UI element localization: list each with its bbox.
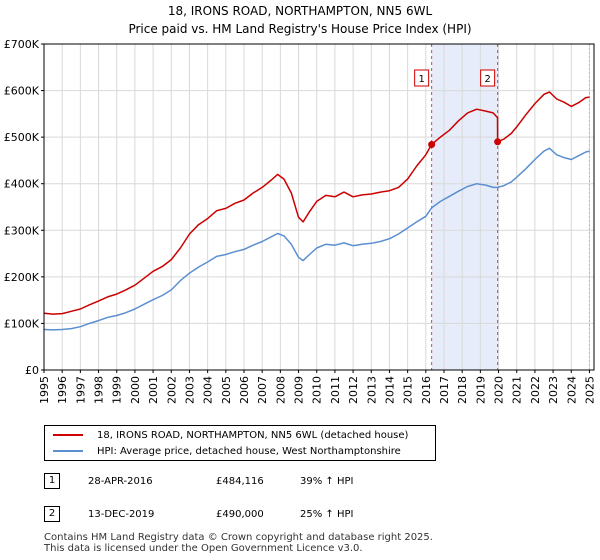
x-tick-label: 2003 <box>183 376 196 404</box>
x-tick-label: 2000 <box>129 376 142 404</box>
x-tick-label: 2020 <box>493 376 506 404</box>
y-tick-label: £0 <box>25 364 39 377</box>
x-tick-label: 2006 <box>238 376 251 404</box>
legend-item-hpi: HPI: Average price, detached house, West… <box>53 444 401 460</box>
x-tick-label: 2013 <box>365 376 378 404</box>
x-tick-label: 2024 <box>565 376 578 404</box>
x-tick-label: 1999 <box>111 376 124 404</box>
chart-subtitle: Price paid vs. HM Land Registry's House … <box>128 22 472 36</box>
x-tick-label: 1995 <box>38 376 51 404</box>
y-tick-label: £700K <box>4 38 40 51</box>
y-tick-label: £100K <box>4 317 40 330</box>
sale-marker-label: 1 <box>44 473 60 489</box>
x-tick-label: 2012 <box>347 376 360 404</box>
plot-frame <box>43 43 595 371</box>
legend-label-hpi: HPI: Average price, detached house, West… <box>97 446 401 457</box>
sale-period-shading <box>431 44 498 370</box>
sale-point <box>428 141 436 149</box>
x-tick-label: 2019 <box>474 376 487 404</box>
x-tick-label: 2008 <box>274 376 287 404</box>
sale-hpi-change: 39% ↑ HPI <box>300 476 354 487</box>
x-tick-label: 2001 <box>147 376 160 404</box>
x-tick-label: 2010 <box>311 376 324 404</box>
footer-copyright: Contains HM Land Registry data © Crown c… <box>44 532 433 543</box>
chart-legend: 18, IRONS ROAD, NORTHAMPTON, NN5 6WL (de… <box>44 425 436 461</box>
sale-price: £484,116 <box>216 476 264 487</box>
x-tick-label: 2011 <box>329 376 342 404</box>
series-line <box>43 91 590 315</box>
sale-date: 13-DEC-2019 <box>88 509 155 520</box>
x-tick-label: 2016 <box>420 376 433 404</box>
x-tick-label: 2021 <box>511 376 524 404</box>
y-tick-label: £200K <box>4 271 40 284</box>
legend-item-property: 18, IRONS ROAD, NORTHAMPTON, NN5 6WL (de… <box>53 428 408 444</box>
x-tick-label: 2007 <box>256 376 269 404</box>
y-tick-label: £500K <box>4 131 40 144</box>
sale-point <box>494 138 502 146</box>
x-tick-label: 2005 <box>220 376 233 404</box>
x-tick-label: 2017 <box>438 376 451 404</box>
x-tick-label: 2015 <box>402 376 415 404</box>
chart-title: 18, IRONS ROAD, NORTHAMPTON, NN5 6WL <box>167 4 433 18</box>
x-tick-label: 2018 <box>456 376 469 404</box>
sale-flag-label: 1 <box>418 74 424 85</box>
sale-date: 28-APR-2016 <box>88 476 153 487</box>
x-tick-label: 1998 <box>93 376 106 404</box>
x-tick-label: 2004 <box>202 376 215 404</box>
y-tick-label: £400K <box>4 178 40 191</box>
legend-swatch-hpi <box>53 450 83 452</box>
legend-swatch-property <box>53 434 83 436</box>
sale-marker-label: 2 <box>44 506 60 522</box>
sale-hpi-change: 25% ↑ HPI <box>300 509 354 520</box>
x-tick-label: 2014 <box>383 376 396 404</box>
x-tick-label: 1996 <box>56 376 69 404</box>
series-line <box>43 147 590 331</box>
sale-price: £490,000 <box>216 509 264 520</box>
sale-flag-box <box>480 69 496 87</box>
y-tick-label: £600K <box>4 85 40 98</box>
sale-flag-label: 2 <box>484 74 490 85</box>
x-tick-label: 1997 <box>74 376 87 404</box>
sale-flag-box <box>414 69 430 87</box>
x-tick-label: 2002 <box>165 376 178 404</box>
legend-label-property: 18, IRONS ROAD, NORTHAMPTON, NN5 6WL (de… <box>97 430 409 441</box>
x-tick-label: 2022 <box>529 376 542 404</box>
x-tick-label: 2025 <box>583 376 596 404</box>
y-tick-label: £300K <box>4 224 40 237</box>
x-tick-label: 2023 <box>547 376 560 404</box>
x-tick-label: 2009 <box>293 376 306 404</box>
price-chart: 1 2 £0 £100K £200K £300K £400K £500K £600K £700K 1… <box>4 38 597 404</box>
footer-licence: This data is licensed under the Open Gov… <box>44 543 363 554</box>
